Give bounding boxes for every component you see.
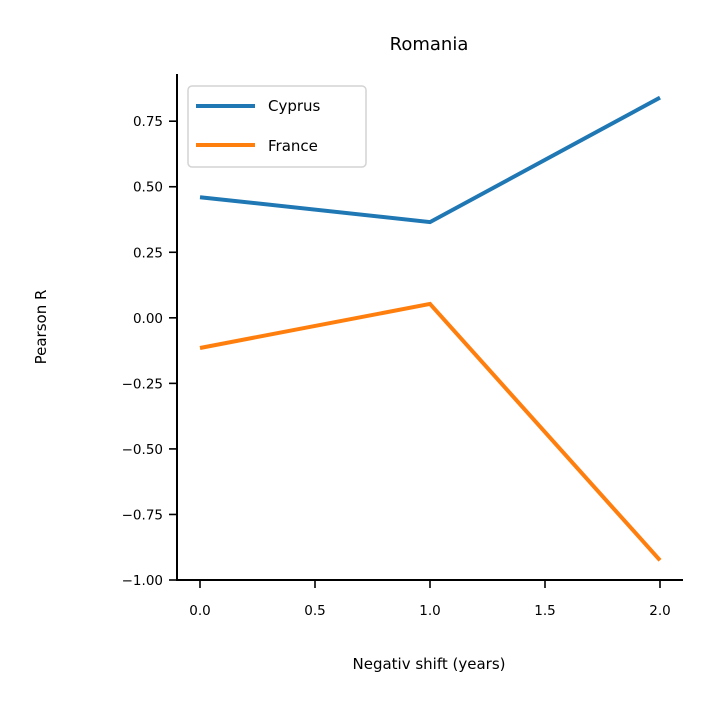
y-tick-label: −0.50 xyxy=(122,442,163,458)
y-tick-label: 0.25 xyxy=(133,245,163,261)
series-line-cyprus xyxy=(199,95,661,225)
y-ticks: 0.75 0.50 0.25 0.00 −0.25 −0.50 −0.75 −1.00 xyxy=(122,114,177,589)
x-tick-label: 0.0 xyxy=(189,603,210,619)
chart-title: Romania xyxy=(390,34,469,55)
y-tick-label: −0.75 xyxy=(122,507,163,523)
y-tick-label: −0.25 xyxy=(122,376,163,392)
y-tick-label: 0.50 xyxy=(133,180,163,196)
x-tick-label: 0.5 xyxy=(304,603,325,619)
x-axis-label: Negativ shift (years) xyxy=(353,655,506,673)
series-line-france xyxy=(199,301,662,562)
y-tick-label: −1.00 xyxy=(122,573,163,589)
legend-label-cyprus: Cyprus xyxy=(268,97,321,115)
x-tick-label: 1.0 xyxy=(419,603,440,619)
x-tick-label: 1.5 xyxy=(534,603,555,619)
series-lines xyxy=(199,95,662,562)
y-axis-label: Pearson R xyxy=(32,290,50,365)
y-tick-label: 0.00 xyxy=(133,311,163,327)
legend-label-france: France xyxy=(268,137,318,155)
x-ticks: 0.0 0.5 1.0 1.5 2.0 xyxy=(189,580,671,619)
x-tick-label: 2.0 xyxy=(649,603,670,619)
y-tick-label: 0.75 xyxy=(133,114,163,130)
legend: Cyprus France xyxy=(187,85,367,168)
